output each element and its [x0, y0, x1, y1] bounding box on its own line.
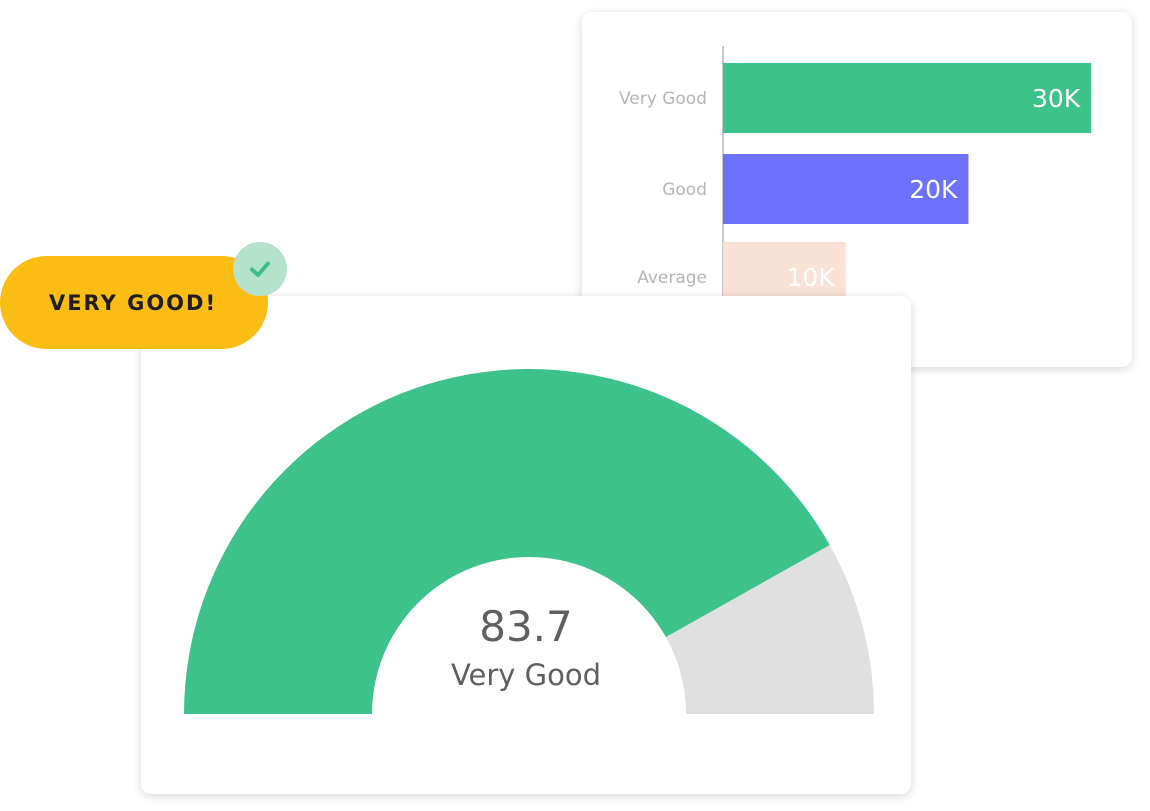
bar-chart: 30K Very Good 20K Good 10K Average [619, 46, 1092, 312]
gauge-card: 83.7 Very Good [141, 296, 911, 794]
check-icon [247, 256, 273, 282]
rating-badge: VERY GOOD! [0, 256, 268, 349]
bar-value-label: 20K [909, 175, 958, 204]
gauge-value: 83.7 [479, 602, 573, 651]
bar [723, 63, 1092, 133]
category-label: Good [662, 180, 707, 200]
rating-badge-label: VERY GOOD! [48, 290, 218, 315]
category-label: Average [637, 268, 707, 288]
check-badge [233, 242, 287, 296]
gauge-rating-label: Very Good [450, 658, 602, 692]
gauge-fill [184, 368, 830, 714]
gauge-chart [184, 368, 874, 714]
bar-value-label: 10K [787, 263, 836, 292]
bar-value-label: 30K [1032, 84, 1081, 113]
bar [723, 154, 969, 224]
gauge-track [665, 544, 874, 714]
category-label: Very Good [619, 89, 707, 109]
